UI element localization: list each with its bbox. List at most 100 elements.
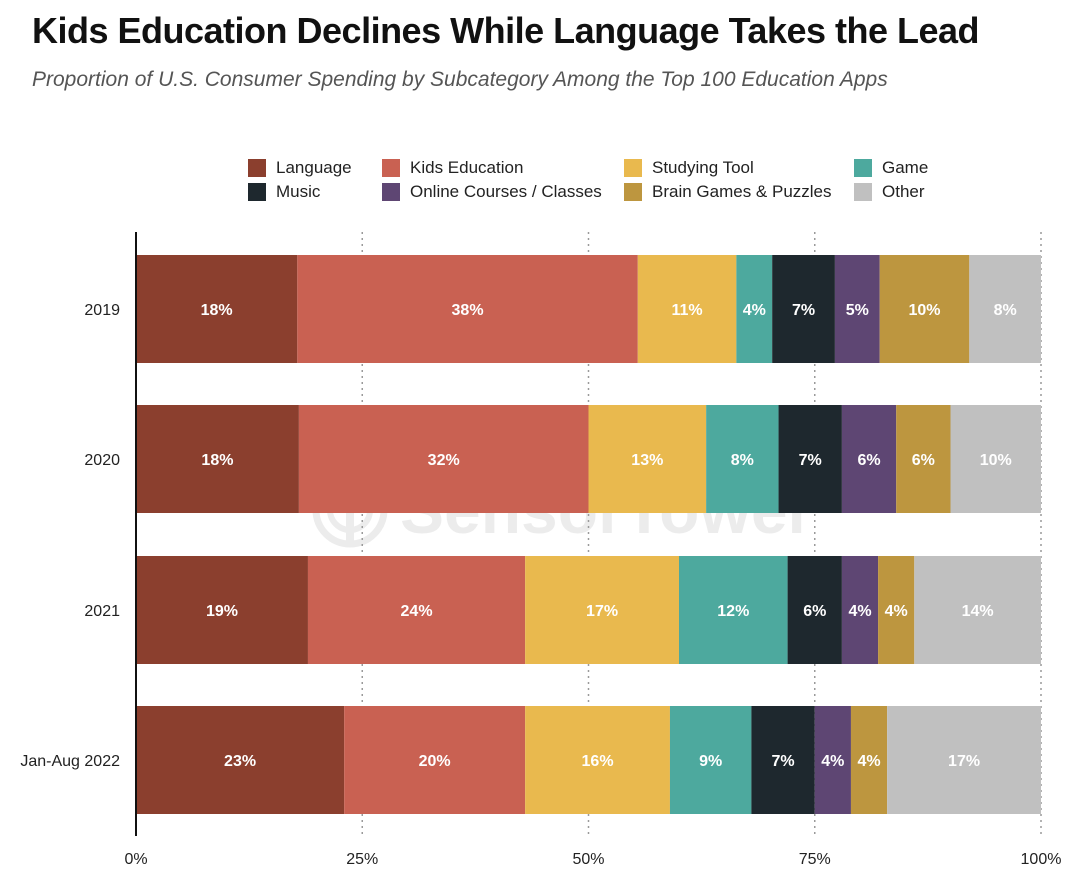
bar-segment xyxy=(679,556,788,664)
legend-item: Online Courses / Classes xyxy=(382,180,602,204)
data-label: 20% xyxy=(419,753,451,770)
x-tick-label: 75% xyxy=(799,851,831,868)
data-label: 8% xyxy=(994,302,1017,319)
data-label: 8% xyxy=(731,452,754,469)
legend-item: Kids Education xyxy=(382,156,523,180)
bar-segment xyxy=(841,405,897,513)
category-label: 2021 xyxy=(84,603,120,620)
legend-item: Brain Games & Puzzles xyxy=(624,180,832,204)
data-label: 16% xyxy=(582,753,614,770)
legend-label: Kids Education xyxy=(410,158,524,177)
x-tick-label: 50% xyxy=(572,851,604,868)
legend-label: Game xyxy=(882,158,929,177)
bar-segment xyxy=(879,255,970,363)
bar-segment xyxy=(914,556,1041,664)
legend-swatch xyxy=(854,159,872,177)
data-label: 19% xyxy=(206,603,238,620)
data-label: 13% xyxy=(631,452,663,469)
bar-segment xyxy=(136,405,299,513)
chart-subtitle: Proportion of U.S. Consumer Spending by … xyxy=(32,68,888,91)
bar-segment xyxy=(878,556,915,664)
bar-segment xyxy=(751,706,815,814)
bar-segment xyxy=(850,706,888,814)
data-label: 14% xyxy=(962,603,994,620)
bar-segment xyxy=(588,405,707,513)
data-label: 4% xyxy=(885,603,908,620)
bar-segment xyxy=(887,706,1041,814)
data-label: 7% xyxy=(772,753,795,770)
category-label: 2020 xyxy=(84,452,120,469)
legend-swatch xyxy=(248,159,266,177)
legend-label: Other xyxy=(882,182,925,201)
bar-segment xyxy=(787,556,842,664)
legend-swatch xyxy=(624,183,642,201)
legend-item: Game xyxy=(854,156,928,180)
bar-segment xyxy=(814,706,851,814)
data-label: 4% xyxy=(848,603,871,620)
legend-label: Online Courses / Classes xyxy=(410,182,602,201)
data-label: 4% xyxy=(743,302,766,319)
bar-segment xyxy=(136,556,308,664)
legend-swatch xyxy=(854,183,872,201)
legend-label: Studying Tool xyxy=(652,158,754,177)
data-label: 4% xyxy=(821,753,844,770)
bar-segment xyxy=(525,556,679,664)
bar-segment xyxy=(637,255,737,363)
data-label: 11% xyxy=(671,302,702,319)
bar-segment xyxy=(136,706,345,814)
bar-segment xyxy=(950,405,1041,513)
data-label: 17% xyxy=(586,603,618,620)
bar-segment xyxy=(307,556,526,664)
data-label: 18% xyxy=(201,452,233,469)
legend-label: Brain Games & Puzzles xyxy=(652,182,832,201)
legend-swatch xyxy=(382,183,400,201)
data-label: 5% xyxy=(846,302,869,319)
bar-segment xyxy=(525,706,670,814)
bar-segment xyxy=(669,706,752,814)
x-tick-label: 100% xyxy=(1021,851,1062,868)
chart-title: Kids Education Declines While Language T… xyxy=(32,10,980,51)
data-label: 38% xyxy=(452,302,484,319)
x-tick-label: 0% xyxy=(124,851,147,868)
data-label: 10% xyxy=(908,302,940,319)
legend: Language Music Kids Education Online Course… xyxy=(248,156,968,212)
data-label: 4% xyxy=(857,753,880,770)
legend-label: Music xyxy=(276,182,321,201)
data-label: 18% xyxy=(201,302,233,319)
data-label: 10% xyxy=(980,452,1012,469)
data-label: 6% xyxy=(803,603,826,620)
legend-label: Language xyxy=(276,158,352,177)
bar-segment xyxy=(841,556,879,664)
legend-swatch xyxy=(624,159,642,177)
legend-item: Language xyxy=(248,156,352,180)
data-label: 9% xyxy=(699,753,722,770)
x-tick-label: 25% xyxy=(346,851,378,868)
legend-swatch xyxy=(382,159,400,177)
bar-segment xyxy=(896,405,951,513)
data-label: 12% xyxy=(717,603,749,620)
bar-segment xyxy=(834,255,880,363)
bar-segment xyxy=(297,255,638,363)
category-label: Jan-Aug 2022 xyxy=(20,753,120,770)
data-label: 17% xyxy=(948,753,980,770)
data-label: 23% xyxy=(224,753,256,770)
data-label: 7% xyxy=(799,452,822,469)
legend-swatch xyxy=(248,183,266,201)
bar-segment xyxy=(969,255,1041,363)
bar-segment xyxy=(772,255,835,363)
bar-segment xyxy=(344,706,526,814)
legend-item: Music xyxy=(248,180,320,204)
data-label: 6% xyxy=(912,452,935,469)
bar-segment xyxy=(706,405,779,513)
legend-item: Other xyxy=(854,180,925,204)
category-label: 2019 xyxy=(84,302,120,319)
bar-segment xyxy=(736,255,773,363)
data-label: 7% xyxy=(792,302,815,319)
bar-segment xyxy=(298,405,589,513)
data-label: 24% xyxy=(401,603,433,620)
data-label: 6% xyxy=(857,452,880,469)
bar-segment xyxy=(136,255,298,363)
bar-segment xyxy=(778,405,842,513)
data-label: 32% xyxy=(428,452,460,469)
